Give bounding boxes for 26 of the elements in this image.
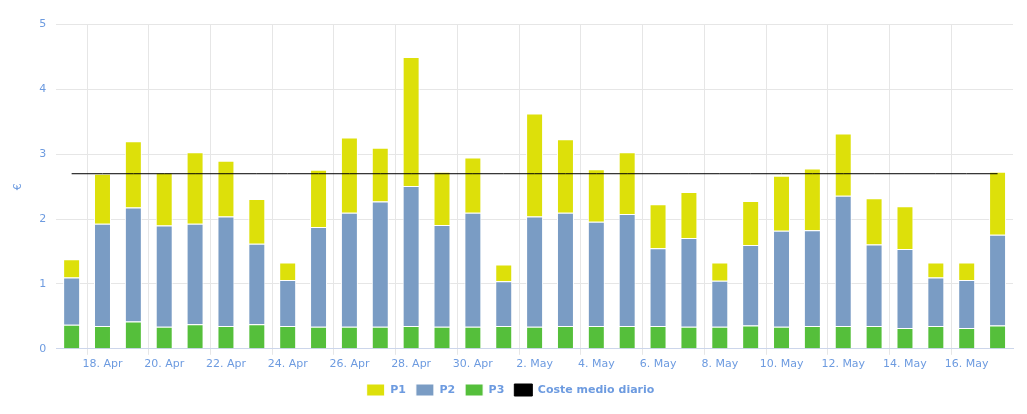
y-axis-title: €	[11, 183, 25, 191]
x-tick-label: 16. May	[944, 357, 990, 371]
legend-label: P1	[390, 382, 406, 396]
x-tick-label: 30. Apr	[452, 357, 494, 371]
y-tick-label: 2	[39, 211, 47, 225]
y-tick-label: 3	[39, 147, 47, 161]
legend-label: P3	[488, 382, 505, 396]
legend-label: P2	[439, 382, 456, 396]
x-tick-label: 8. May	[701, 357, 739, 371]
y-tick-label: 1	[39, 276, 47, 290]
x-tick-label: 28. Apr	[391, 357, 432, 371]
y-tick-label: 0	[39, 341, 47, 355]
x-tick-label: 2. May	[516, 357, 554, 371]
x-tick-label: 24. Apr	[267, 357, 309, 371]
x-tick-label: 6. May	[639, 357, 677, 371]
y-tick-label: 5	[39, 17, 47, 31]
legend-label: Coste medio diario	[537, 382, 655, 396]
x-tick-label: 18. Apr	[82, 357, 123, 371]
x-tick-label: 12. May	[821, 357, 866, 371]
x-tick-label: 26. Apr	[329, 357, 370, 371]
y-tick-label: 4	[39, 82, 47, 96]
x-tick-label: 20. Apr	[144, 357, 185, 371]
x-tick-label: 14. May	[883, 357, 928, 371]
x-tick-label: 4. May	[577, 357, 616, 371]
x-tick-label: 22. Apr	[205, 357, 247, 371]
x-tick-label: 10. May	[759, 357, 804, 371]
